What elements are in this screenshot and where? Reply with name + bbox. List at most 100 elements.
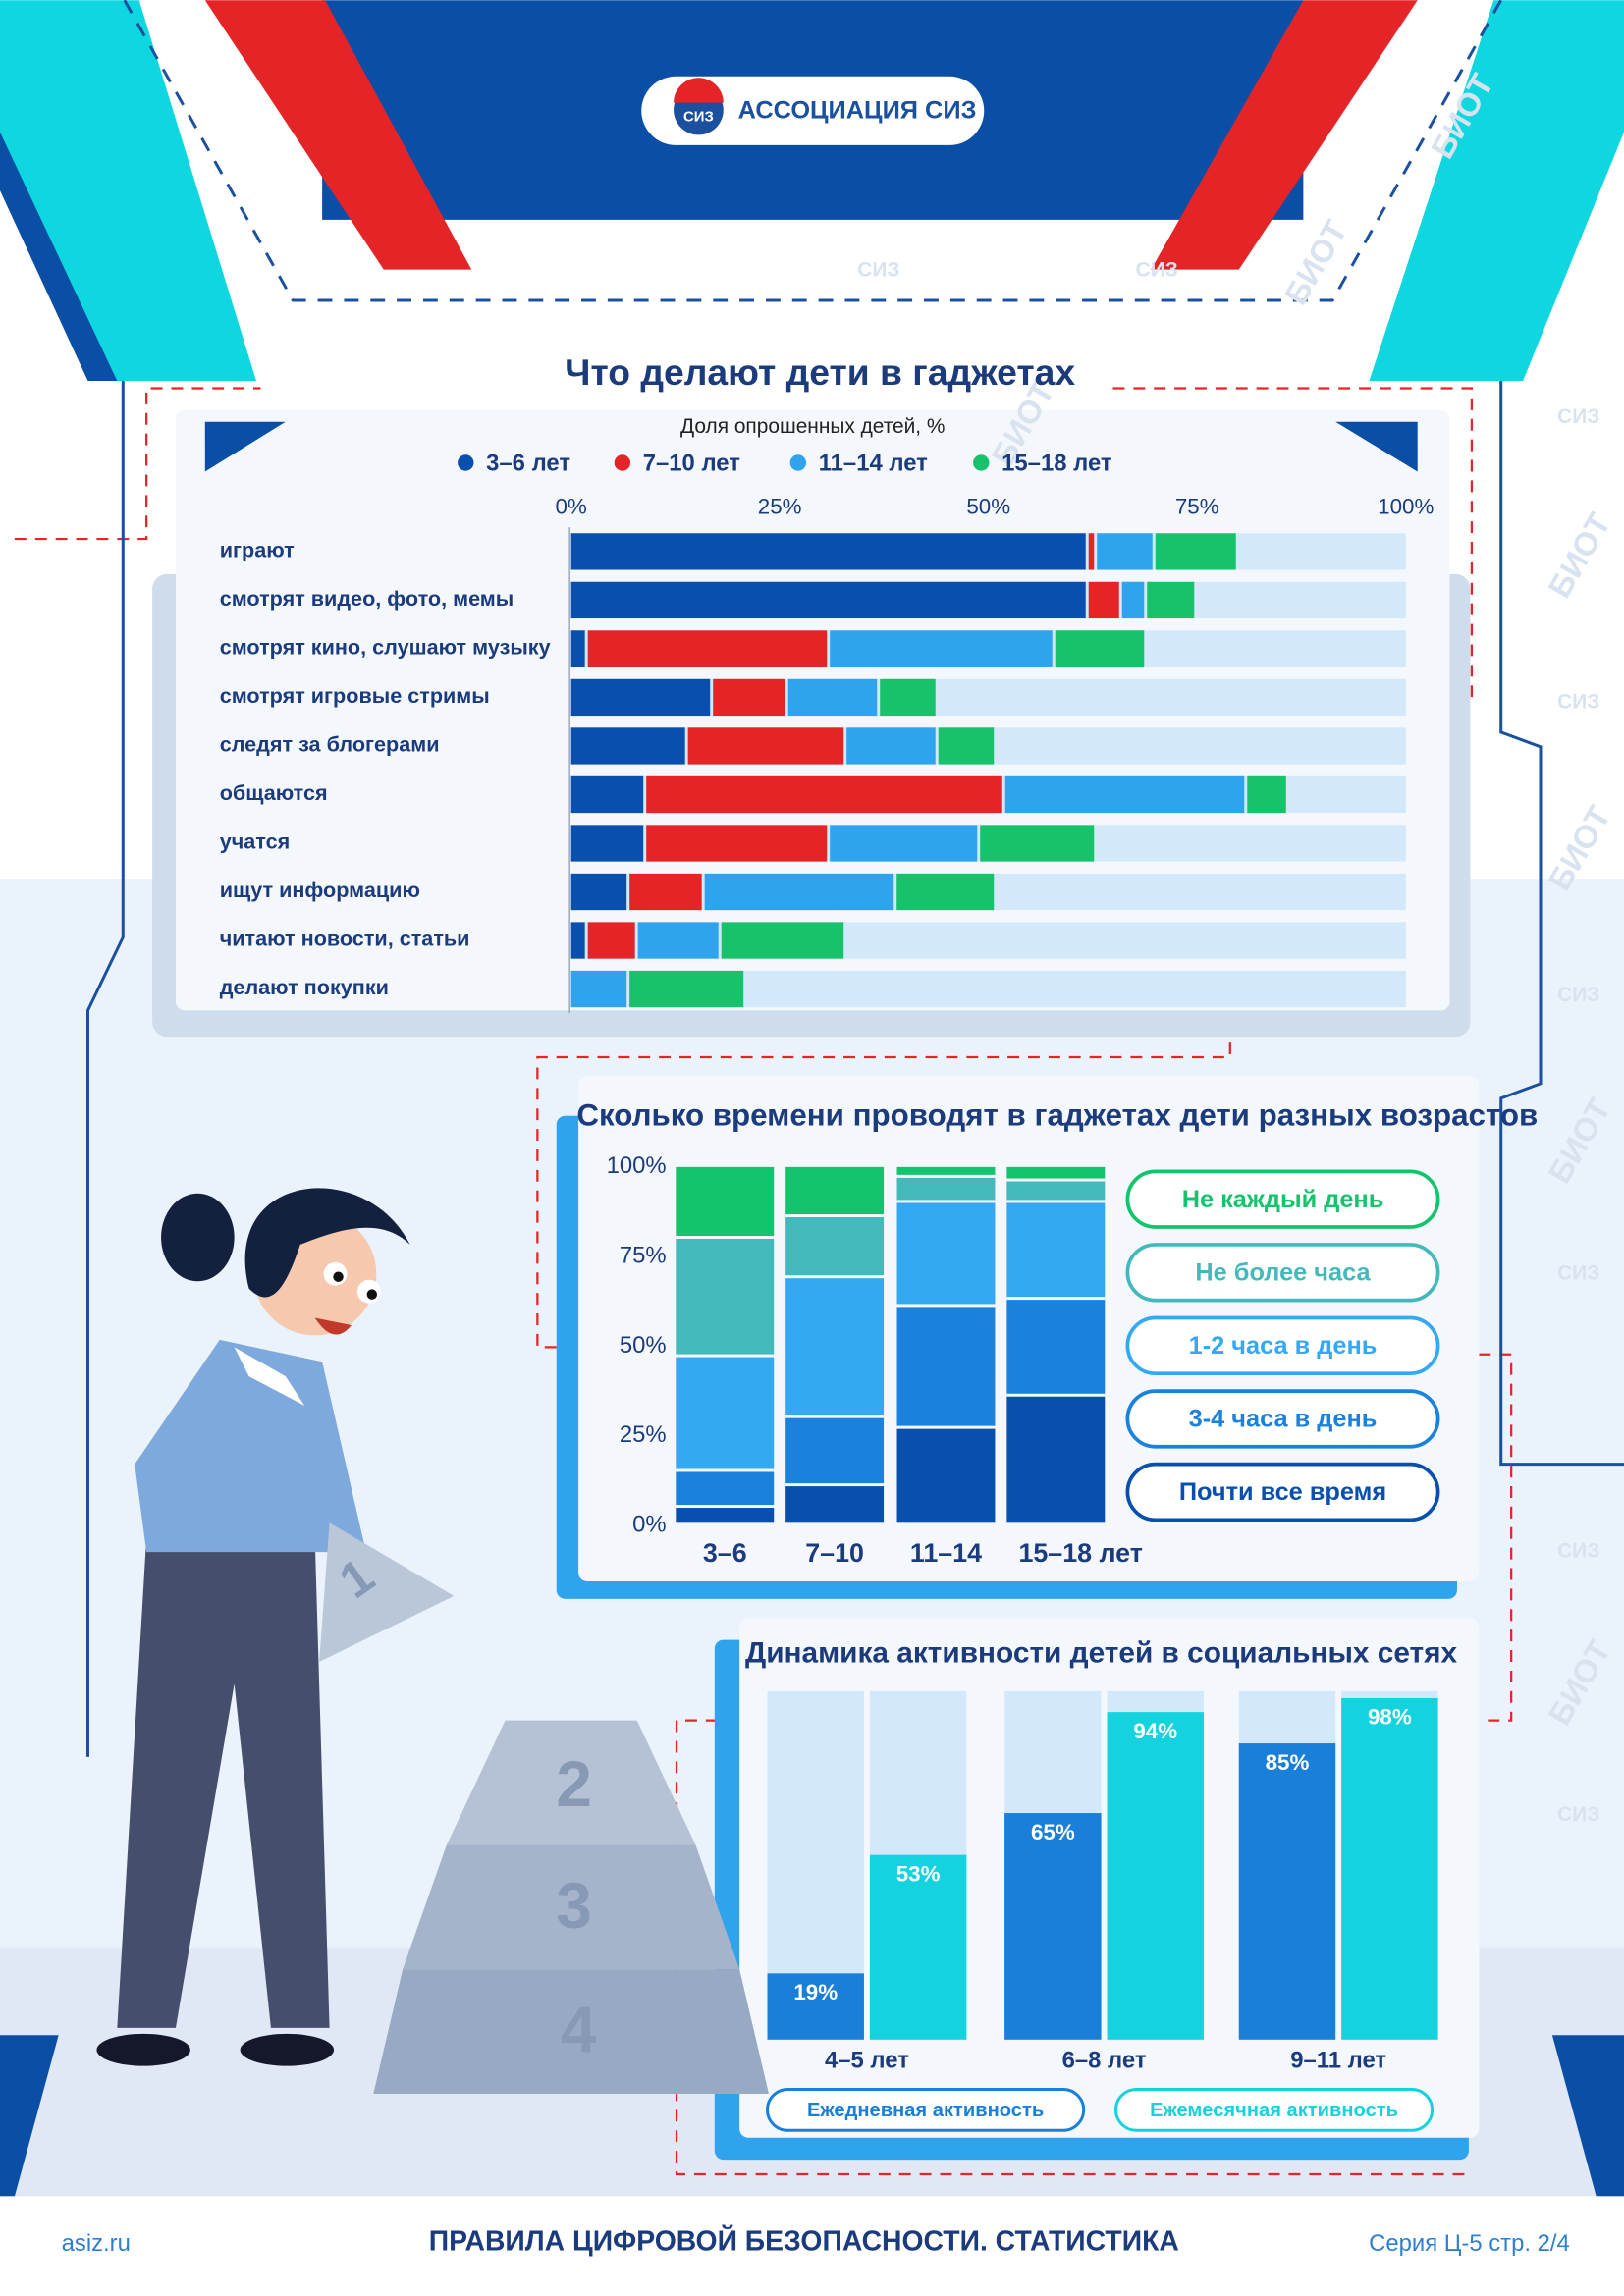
step xyxy=(403,1844,740,1970)
legend-label: Не более часа xyxy=(1195,1258,1371,1286)
category-label: учатся xyxy=(220,829,291,854)
bar-segment xyxy=(637,922,719,959)
bar-track xyxy=(570,678,1406,717)
cyan-stripe xyxy=(0,0,257,381)
bar-segment xyxy=(570,727,685,765)
category-label: ищут информацию xyxy=(220,878,420,902)
red-stripe xyxy=(1151,0,1418,270)
legend-label: Ежемесячная активность xyxy=(1150,2100,1398,2121)
step-number: 2 xyxy=(556,1748,592,1820)
logo-emblem-top xyxy=(674,78,724,103)
red-stripe xyxy=(204,0,472,270)
value-label: 53% xyxy=(896,1861,941,1886)
bar-segment xyxy=(1006,1181,1106,1201)
bar-segment xyxy=(570,873,627,911)
step xyxy=(446,1720,696,1845)
watermark: СИЗ xyxy=(1136,259,1178,282)
bar-segment xyxy=(676,1357,775,1469)
watermark: СИЗ xyxy=(857,259,899,282)
woman xyxy=(96,1188,455,2066)
bar-segment xyxy=(676,1166,775,1236)
category-label: смотрят игровые стримы xyxy=(220,683,490,708)
pants xyxy=(117,1537,330,2028)
watermark: СИЗ xyxy=(1557,984,1599,1006)
bar-segment xyxy=(980,825,1095,862)
value-label: 85% xyxy=(1266,1750,1310,1775)
chart-title: Динамика активности детей в социальных с… xyxy=(745,1636,1458,1669)
x-tick-label: 75% xyxy=(1175,495,1219,519)
legend-marker xyxy=(614,454,631,471)
legend-label: 15–18 лет xyxy=(1001,450,1112,476)
logo-text: АССОЦИАЦИЯ СИЗ xyxy=(738,96,977,124)
bar-segment xyxy=(787,678,878,717)
x-tick-label: 3–6 xyxy=(703,1538,747,1568)
sweater xyxy=(135,1339,366,1553)
y-tick-label: 25% xyxy=(620,1421,667,1448)
step xyxy=(373,1969,770,2094)
bar-segment xyxy=(785,1417,885,1484)
bar-segment xyxy=(880,678,936,717)
legend-marker xyxy=(789,454,807,471)
dashed-line xyxy=(536,1042,1231,1349)
legend-pill xyxy=(1125,1389,1440,1449)
cyan-stripe xyxy=(1369,0,1624,381)
bar-segment xyxy=(687,727,844,765)
bar-segment xyxy=(587,630,828,667)
corner xyxy=(1551,2035,1624,2197)
bar-segment xyxy=(1006,1202,1106,1298)
legend-label: 7–10 лет xyxy=(643,450,741,476)
bar-segment xyxy=(629,873,702,911)
watermark: СИЗ xyxy=(1557,1540,1599,1563)
bar-segment xyxy=(570,775,644,814)
bar-segment xyxy=(1006,1396,1106,1523)
legend-label: 3-4 часа в день xyxy=(1189,1406,1378,1433)
bar-segment xyxy=(896,1307,996,1426)
legend-label: 3–6 лет xyxy=(486,450,570,476)
bar-segment xyxy=(570,533,1086,570)
legend-label: 11–14 лет xyxy=(819,450,928,476)
bar-segment xyxy=(1006,1166,1106,1179)
step-number: 3 xyxy=(556,1870,592,1942)
x-tick-label: 11–14 xyxy=(910,1538,982,1568)
category-label: следят за блогерами xyxy=(220,732,440,757)
bar xyxy=(1107,1712,1204,2040)
frame-line xyxy=(1499,380,1624,1467)
value-label: 19% xyxy=(793,1980,838,2004)
bar xyxy=(1004,1813,1102,2040)
watermark: СИЗ xyxy=(1557,691,1599,714)
footer-bg xyxy=(0,2196,1624,2296)
bar xyxy=(869,1854,967,2040)
bar-segment xyxy=(1055,630,1145,667)
bar-segment xyxy=(646,775,1002,814)
category-label: делают покупки xyxy=(220,975,389,999)
legend-marker xyxy=(458,454,474,471)
watermark: СИЗ xyxy=(1557,1803,1599,1826)
bar-segment xyxy=(570,581,1086,619)
bar-segment xyxy=(570,970,627,1008)
x-tick-label: 4–5 лет xyxy=(825,2047,909,2073)
y-tick-label: 75% xyxy=(620,1243,667,1269)
bar-segment xyxy=(896,1166,996,1175)
bar-segment xyxy=(570,630,585,667)
shoe xyxy=(96,2033,190,2066)
bar-segment xyxy=(938,727,995,765)
pupil xyxy=(366,1289,378,1300)
legend-pill xyxy=(1125,1315,1440,1376)
bar-segment xyxy=(896,1202,996,1305)
chart-subtitle: Доля опрошенных детей, % xyxy=(680,415,945,438)
bar-segment xyxy=(785,1486,885,1523)
bar-segment xyxy=(676,1508,775,1523)
paper xyxy=(319,1522,455,1662)
bar-segment xyxy=(570,922,585,959)
x-tick-label: 0% xyxy=(555,495,586,519)
bar-segment xyxy=(646,825,828,862)
bar-segment xyxy=(587,922,635,959)
legend-pill xyxy=(1113,2088,1435,2132)
y-tick-label: 0% xyxy=(632,1512,666,1538)
bar xyxy=(1238,1743,1336,2040)
legend-pill xyxy=(766,2088,1086,2132)
logo-pill xyxy=(641,76,985,145)
value-label: 94% xyxy=(1133,1719,1177,1743)
legend-label: Ежедневная активность xyxy=(807,2100,1044,2121)
